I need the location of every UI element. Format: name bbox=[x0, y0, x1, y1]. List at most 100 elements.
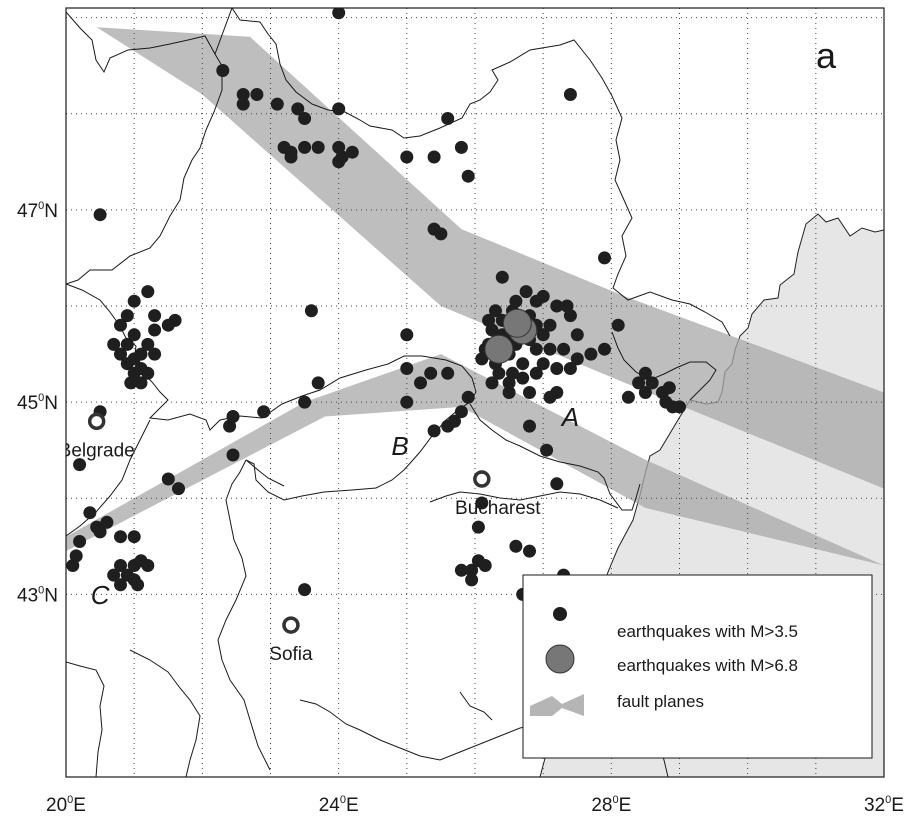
earthquake-small bbox=[114, 347, 127, 361]
earthquake-small bbox=[427, 150, 441, 164]
map-frame bbox=[65, 7, 885, 778]
x-tick-hemisphere: E bbox=[73, 795, 86, 816]
earthquake-small bbox=[141, 285, 155, 299]
earthquake-small bbox=[223, 419, 237, 433]
earthquake-small bbox=[107, 337, 121, 351]
city-label: Sofia bbox=[269, 644, 313, 665]
earthquake-small bbox=[550, 299, 564, 313]
earthquake-small bbox=[73, 458, 87, 472]
earthquake-small bbox=[304, 304, 318, 318]
y-tick-degree-sign: 0 bbox=[38, 584, 44, 596]
earthquake-small bbox=[250, 88, 264, 101]
zone-labels-layer: A B C bbox=[91, 402, 579, 610]
cities-layer: Belgrade Bucharest Sofia bbox=[66, 412, 541, 665]
legend-label-small: earthquakes with M>3.5 bbox=[617, 622, 798, 641]
earthquake-small bbox=[216, 64, 230, 77]
earthquake-small bbox=[461, 390, 475, 404]
x-tick-label: 240E bbox=[319, 794, 359, 816]
earthquake-small bbox=[557, 342, 571, 356]
legend: earthquakes with M>3.5 earthquakes with … bbox=[522, 574, 873, 759]
earthquake-small bbox=[332, 8, 346, 20]
earthquake-small bbox=[124, 376, 138, 390]
earthquake-small bbox=[502, 386, 516, 399]
x-tick-label: 320E bbox=[864, 794, 904, 816]
earthquake-small bbox=[148, 323, 162, 337]
earthquake-small bbox=[270, 97, 284, 111]
earthquake-small bbox=[424, 366, 438, 380]
earthquake-small bbox=[284, 150, 298, 164]
earthquake-small bbox=[570, 352, 584, 366]
earthquakes-large-layer bbox=[484, 308, 538, 364]
earthquake-small bbox=[100, 515, 114, 529]
earthquake-large bbox=[484, 334, 514, 364]
x-tick-degrees: 28 bbox=[591, 795, 612, 816]
earthquake-small bbox=[475, 496, 489, 510]
y-tick-label: 450N bbox=[17, 392, 58, 414]
x-tick-degree-sign: 0 bbox=[67, 794, 73, 806]
earthquake-small bbox=[332, 102, 346, 116]
earthquake-small bbox=[298, 583, 312, 597]
earthquake-small bbox=[298, 140, 312, 154]
earthquake-small bbox=[485, 376, 499, 390]
earthquake-small bbox=[645, 376, 659, 390]
earthquake-small bbox=[311, 376, 325, 390]
y-tick-label: 470N bbox=[17, 200, 58, 222]
earthquake-small bbox=[291, 102, 305, 116]
x-tick-degree-sign: 0 bbox=[340, 794, 346, 806]
earthquake-small bbox=[311, 140, 325, 154]
earthquake-small bbox=[632, 376, 646, 390]
zone-label: C bbox=[91, 580, 110, 610]
earthquake-small bbox=[148, 309, 162, 323]
earthquake-small bbox=[161, 472, 175, 486]
city-marker-icon bbox=[87, 412, 106, 431]
earthquake-small bbox=[434, 227, 448, 241]
earthquake-small bbox=[598, 342, 611, 356]
earthquake-small bbox=[492, 366, 506, 380]
x-tick-hemisphere: E bbox=[891, 795, 904, 816]
earthquake-small bbox=[73, 535, 87, 548]
earthquake-small bbox=[529, 342, 543, 356]
x-tick-degree-sign: 0 bbox=[885, 794, 891, 806]
earthquake-small bbox=[509, 294, 523, 308]
earthquake-small bbox=[454, 140, 468, 154]
earthquake-small bbox=[495, 270, 509, 284]
x-tick-hemisphere: E bbox=[619, 795, 632, 816]
earthquake-small bbox=[465, 563, 479, 577]
earthquake-small bbox=[509, 539, 523, 553]
earthquake-small bbox=[236, 88, 250, 101]
earthquake-small bbox=[345, 145, 359, 159]
earthquake-small bbox=[519, 285, 533, 299]
earthquake-small bbox=[141, 366, 155, 380]
earthquake-small bbox=[148, 347, 162, 361]
earthquake-small bbox=[550, 362, 564, 375]
earthquake-small bbox=[69, 549, 83, 563]
y-tick-degrees: 43 bbox=[17, 585, 38, 606]
earthquake-small bbox=[400, 328, 414, 342]
earthquake-small bbox=[563, 88, 577, 101]
earthquake-small bbox=[114, 530, 127, 544]
x-tick-degrees: 20 bbox=[46, 795, 67, 816]
fault-plane-2 bbox=[66, 354, 884, 566]
city-marker-icon bbox=[282, 616, 300, 634]
city-marker-icon bbox=[473, 470, 491, 488]
city-label: Bucharest bbox=[455, 498, 541, 519]
earthquake-small bbox=[427, 424, 441, 438]
earthquake-small bbox=[172, 482, 185, 496]
earthquake-small bbox=[127, 352, 141, 366]
earthquake-small bbox=[400, 395, 414, 409]
legend-fault-swatch-icon bbox=[530, 694, 584, 716]
earthquake-small bbox=[611, 318, 625, 332]
earthquake-small bbox=[638, 386, 652, 399]
earthquake-small bbox=[114, 578, 127, 592]
earthquake-small bbox=[471, 520, 485, 534]
y-tick-hemisphere: N bbox=[44, 201, 58, 222]
earthquake-small bbox=[543, 342, 557, 356]
y-tick-hemisphere: N bbox=[44, 585, 58, 606]
legend-box bbox=[522, 574, 873, 759]
x-tick-degrees: 24 bbox=[319, 795, 341, 816]
legend-label-large: earthquakes with M>6.8 bbox=[617, 656, 798, 675]
earthquake-small bbox=[141, 559, 155, 572]
earthquake-small bbox=[441, 112, 455, 125]
earthquake-small bbox=[454, 405, 468, 419]
